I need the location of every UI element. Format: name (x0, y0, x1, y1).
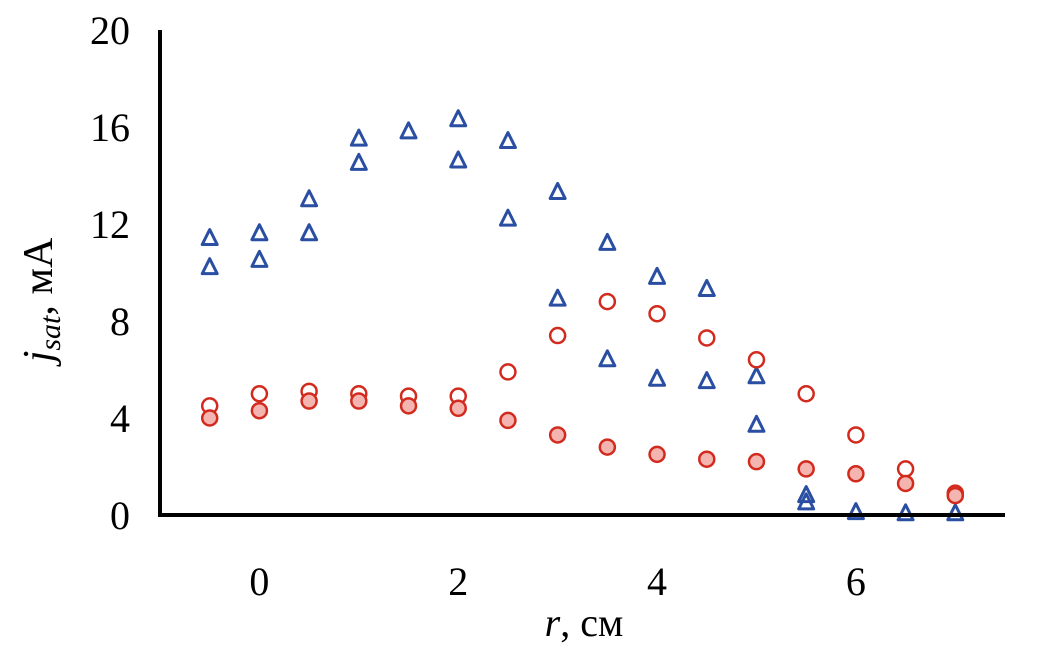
filled-circle-point (648, 445, 666, 464)
triangle-point (300, 189, 319, 208)
open-circle-point (648, 304, 666, 323)
triangle-point (797, 492, 816, 511)
triangle-point (200, 257, 219, 276)
filled-circle-point (399, 397, 418, 415)
triangle-point (747, 414, 766, 433)
triangle-point (548, 288, 567, 307)
triangle-point (797, 485, 816, 504)
open-circle-point (698, 329, 716, 347)
tick-labels: 0 4 8 12 16 20 0 2 4 6 (90, 8, 866, 604)
triangle-point (598, 232, 617, 251)
triangle-point (598, 349, 617, 368)
y-tick-label: 0 (110, 493, 130, 538)
filled-circle-point (449, 399, 467, 418)
open-circle-point (896, 460, 915, 478)
filled-circle-point (946, 486, 965, 505)
triangle-point (349, 152, 368, 171)
open-circle-point (548, 326, 567, 345)
x-axis-label: r, см (545, 600, 624, 645)
open-circle-point (747, 351, 766, 369)
triangle-point (697, 278, 716, 297)
open-circle-point (250, 385, 269, 403)
filled-circle-point (200, 409, 219, 427)
filled-circle-point (698, 450, 716, 468)
filled-circle-point (747, 452, 766, 471)
y-tick-label: 4 (110, 396, 130, 441)
triangle-point (896, 503, 915, 522)
y-axis-label: jsat, мА (16, 237, 67, 367)
open-circle-point (797, 385, 815, 403)
triangle-point (200, 228, 219, 247)
data-marks (200, 109, 965, 522)
filled-circle-point (847, 465, 865, 483)
open-circle-point (499, 363, 517, 381)
filled-circle-point (797, 460, 815, 478)
triangle-point (399, 121, 418, 140)
triangle-point (300, 223, 319, 242)
x-tick-label: 0 (249, 559, 269, 604)
triangle-point (548, 181, 567, 200)
triangle-point (449, 109, 468, 128)
filled-circle-point (896, 474, 915, 493)
triangle-point (747, 366, 766, 385)
open-circle-point (847, 426, 865, 444)
y-tick-label: 16 (90, 105, 130, 150)
y-tick-label: 8 (110, 299, 130, 344)
open-circle-point (598, 292, 617, 311)
filled-circle-point (499, 411, 517, 430)
triangle-point (498, 131, 517, 150)
triangle-point (250, 223, 269, 242)
triangle-point (697, 371, 716, 390)
triangle-point (648, 266, 667, 285)
y-tick-label: 12 (90, 202, 130, 247)
triangle-point (250, 249, 269, 268)
filled-circle-point (250, 401, 269, 420)
x-tick-label: 2 (448, 559, 468, 604)
filled-circle-point (350, 392, 368, 410)
triangle-point (449, 150, 468, 169)
y-tick-label: 20 (90, 8, 130, 53)
x-tick-label: 4 (647, 559, 667, 604)
filled-circle-point (598, 438, 617, 456)
triangle-point (946, 503, 965, 522)
triangle-point (349, 128, 368, 147)
x-tick-label: 6 (846, 559, 866, 604)
triangle-point (846, 502, 865, 521)
axes (158, 30, 1005, 517)
filled-circle-point (548, 426, 567, 444)
triangle-point (498, 208, 517, 227)
triangle-point (648, 368, 667, 387)
filled-circle-point (300, 392, 318, 410)
